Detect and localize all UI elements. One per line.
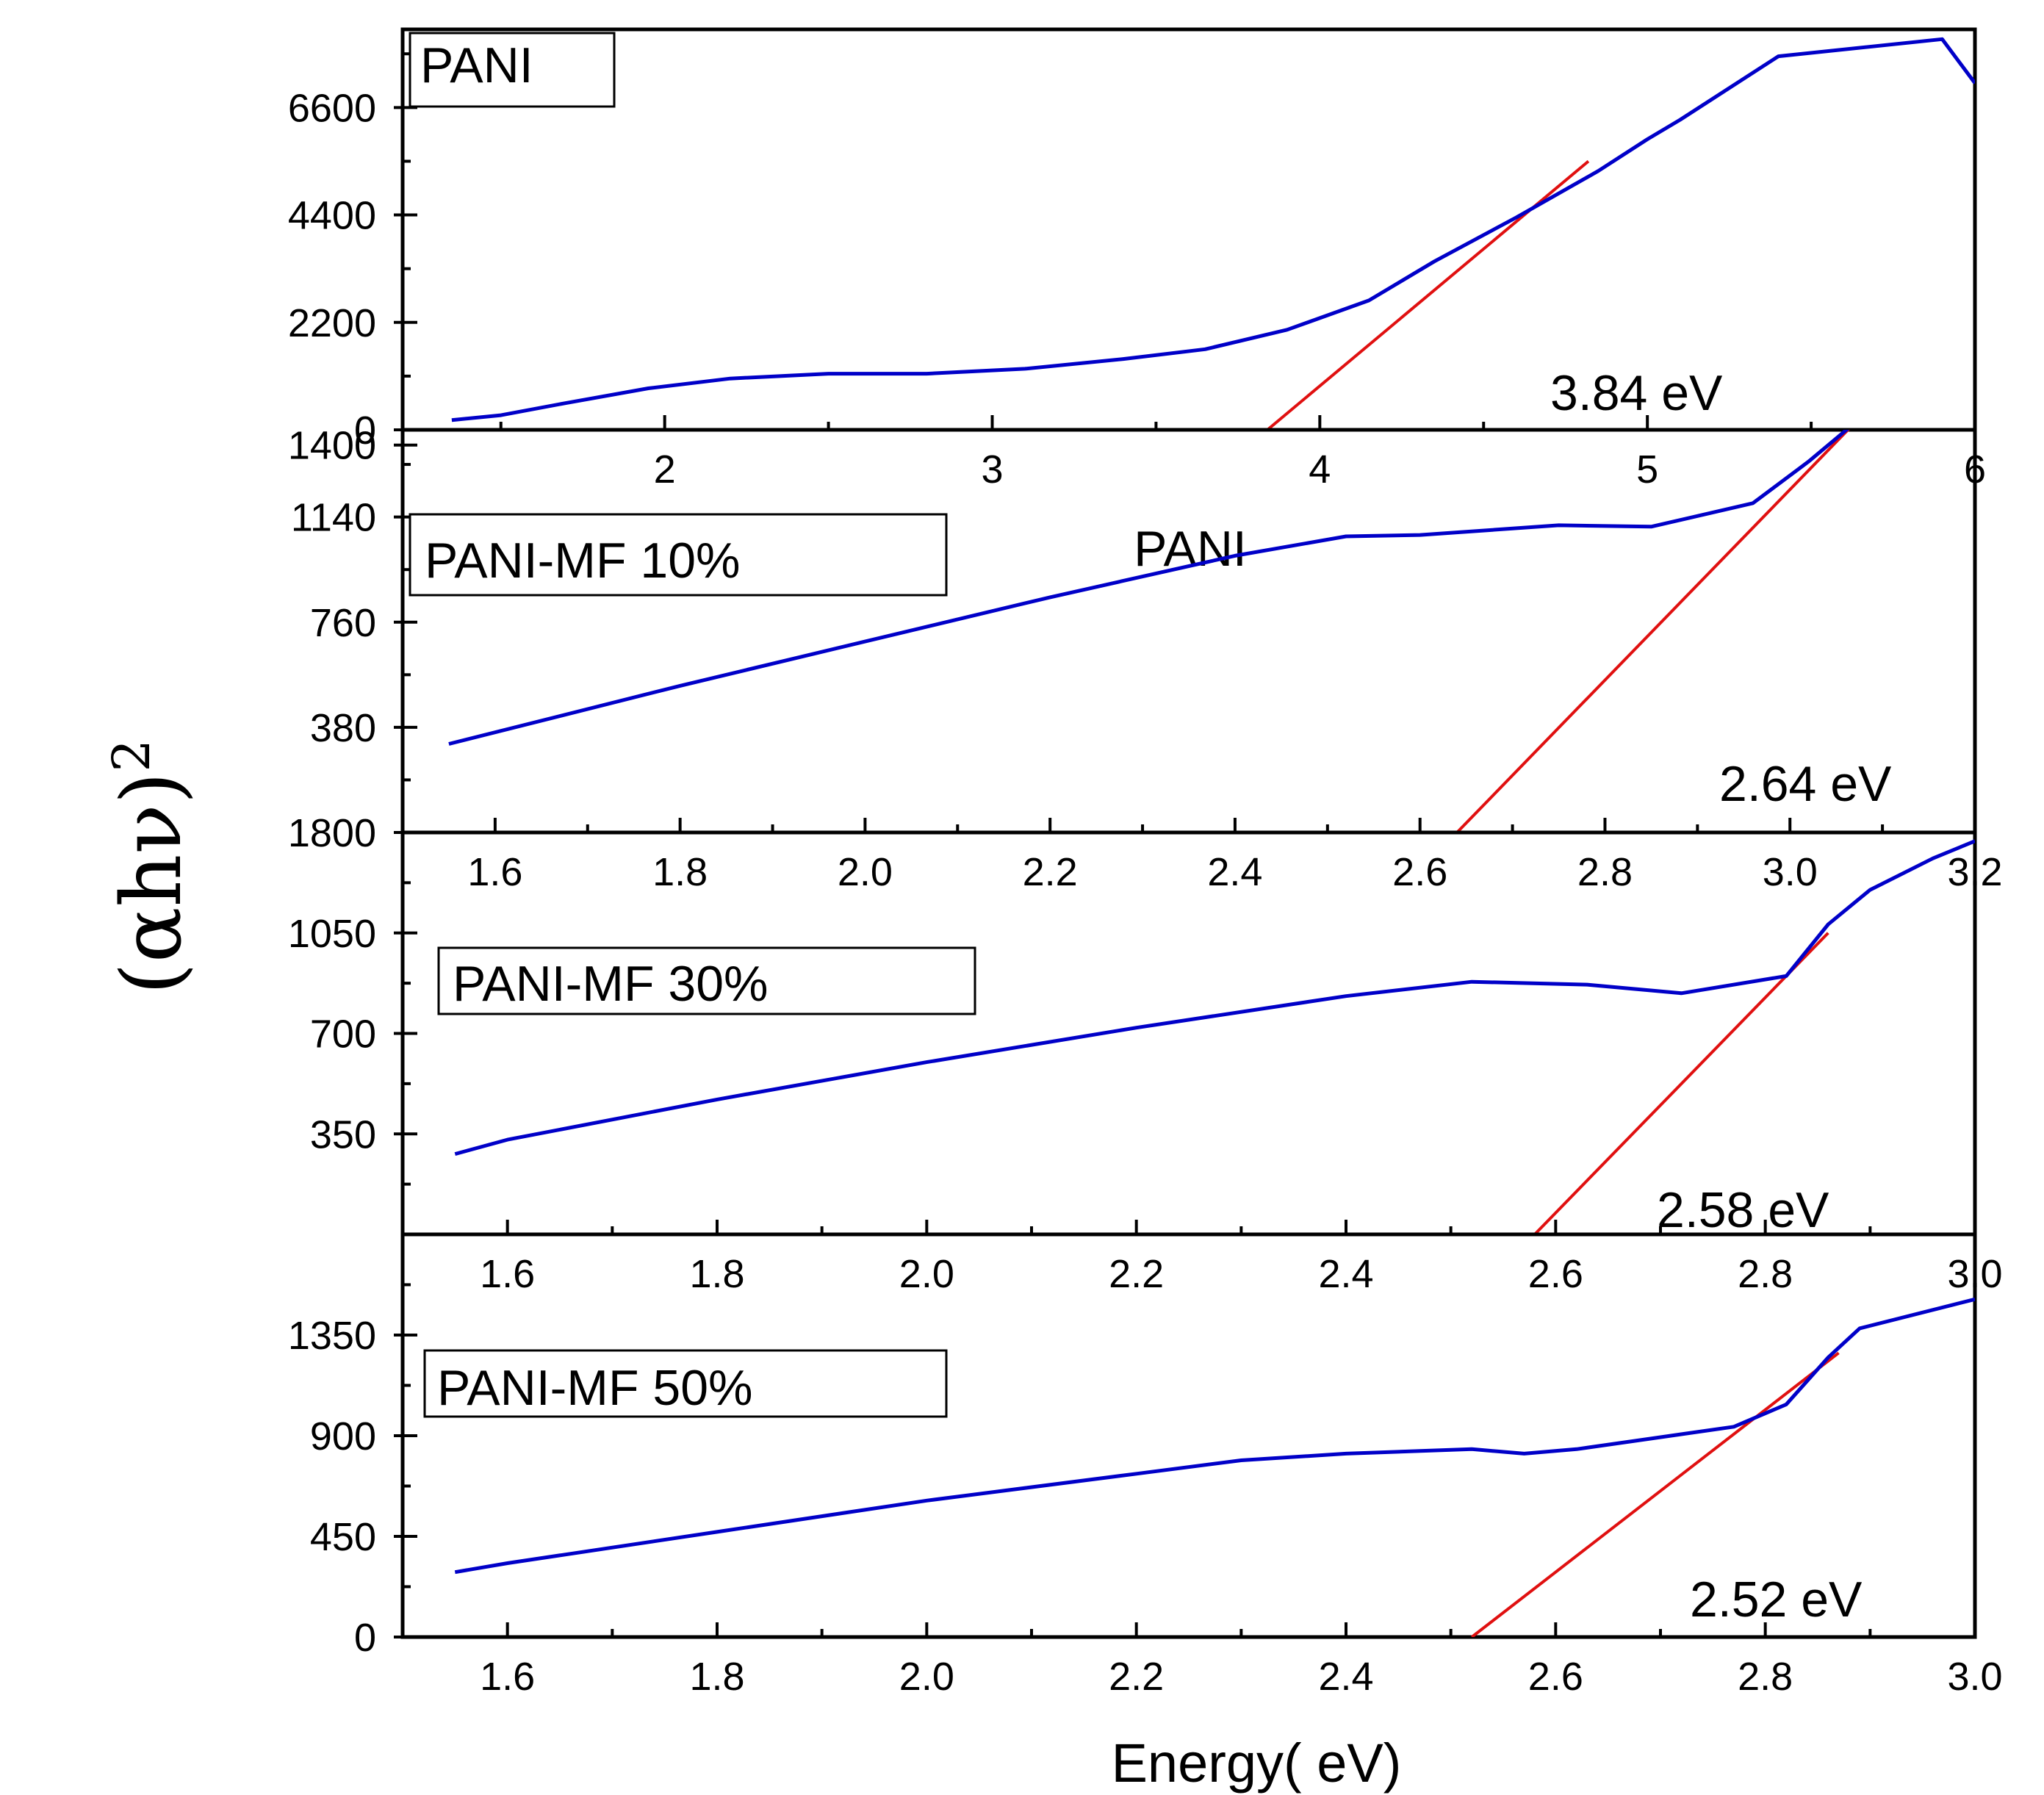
panel-label: PANI <box>420 37 533 93</box>
y-tick-label: 350 <box>310 1112 376 1157</box>
x-tick-label: 1.8 <box>689 1252 744 1296</box>
band-gap-annotation: 2.52 eV <box>1690 1572 1863 1627</box>
x-tick-label: 2.8 <box>1577 850 1633 894</box>
y-axis-title-exponent: 2 <box>101 739 162 772</box>
x-tick-label: 2.4 <box>1207 850 1262 894</box>
x-tick-label: 5 <box>1636 447 1658 492</box>
panel-2: 1.6 1.8 2.0 2.2 2.4 2.6 2.8 3.0 3.23807601140140… <box>288 424 2003 894</box>
panel-4: 1.6 1.8 2.0 2.2 2.4 2.6 2.8 3.0 0 450 900 1350 PANI-… <box>288 1232 2003 1699</box>
x-tick-label: 3 <box>981 447 1003 492</box>
y-tick-label: 1140 <box>291 496 376 540</box>
y-tick-label: 0 <box>354 409 376 453</box>
x-tick-label: 2.2 <box>1109 1655 1164 1699</box>
data-series-line <box>454 839 1975 1157</box>
x-tick-label: 2.4 <box>1318 1655 1373 1699</box>
panel-label-box <box>423 1349 948 1418</box>
panel-label-box <box>409 32 616 108</box>
y-tick-label: 450 <box>310 1515 376 1559</box>
panel-label: PANI-MF 10% <box>425 533 740 589</box>
y-tick-label: 700 <box>310 1012 376 1057</box>
x-tick-label: 1.8 <box>689 1655 744 1699</box>
y-tick-label: 900 <box>310 1414 376 1458</box>
band-gap-annotation: 2.58 eV <box>1657 1182 1829 1238</box>
data-series-line <box>451 37 1975 422</box>
panel-label-box <box>437 946 976 1015</box>
y-tick-label: 4400 <box>288 194 376 238</box>
x-tick-label: 2.6 <box>1392 850 1447 894</box>
y-tick-label: 1050 <box>288 912 376 956</box>
x-tick-label: 3.0 <box>1763 850 1818 894</box>
data-series-line <box>454 1297 1975 1575</box>
panel-label: PANI-MF 30% <box>453 956 768 1012</box>
x-tick-label: 2.6 <box>1528 1655 1583 1699</box>
x-tick-label: 2.6 <box>1528 1252 1583 1296</box>
x-tick-label: 4 <box>1309 447 1331 492</box>
y-tick-label: 6600 <box>288 86 376 130</box>
y-axis-title-main: (αhν) <box>104 772 200 995</box>
x-tick-label: 2.8 <box>1738 1252 1793 1296</box>
x-tick-label: 3.0 <box>1947 1655 2002 1699</box>
y-tick-label: 1800 <box>288 811 376 855</box>
tangent-line <box>1455 430 1850 832</box>
x-tick-label: 2.2 <box>1109 1252 1164 1296</box>
y-tick-label: 380 <box>310 706 376 750</box>
data-series-line <box>448 430 1850 746</box>
x-tick-label: 1.6 <box>467 850 522 894</box>
x-tick-label: 2.0 <box>838 850 893 894</box>
band-gap-annotation: 3.84 eV <box>1550 365 1723 421</box>
tangent-line <box>1533 932 1829 1234</box>
stray-panel-label: PANI <box>1134 521 1247 577</box>
x-tick-label: 2.0 <box>899 1655 954 1699</box>
tangent-line <box>1470 1351 1840 1637</box>
x-tick-label: 2.8 <box>1738 1655 1793 1699</box>
y-tick-label: 760 <box>310 601 376 645</box>
x-tick-label: 1.8 <box>652 850 708 894</box>
x-tick-label: 2.4 <box>1318 1252 1373 1296</box>
panel-label: PANI-MF 50% <box>437 1360 752 1416</box>
svg-text:(αhν)2: (αhν)2 <box>101 739 200 995</box>
x-tick-label: 1.6 <box>480 1655 535 1699</box>
x-tick-label: 2.0 <box>899 1252 954 1296</box>
band-gap-annotation: 2.64 eV <box>1719 756 1892 812</box>
x-tick-label: 2.2 <box>1023 850 1078 894</box>
y-tick-label: 2200 <box>288 301 376 345</box>
x-tick-label: 1.6 <box>480 1252 535 1296</box>
y-tick-label: 1350 <box>288 1314 376 1358</box>
y-tick-label: 1400 <box>288 424 376 468</box>
y-axis-title: (αhν)2 <box>101 739 200 995</box>
panel-label-box <box>409 513 948 597</box>
x-tick-label: 2 <box>654 447 676 492</box>
y-tick-label: 0 <box>354 1616 376 1660</box>
x-axis-title: Energy( eV) <box>1112 1733 1402 1794</box>
